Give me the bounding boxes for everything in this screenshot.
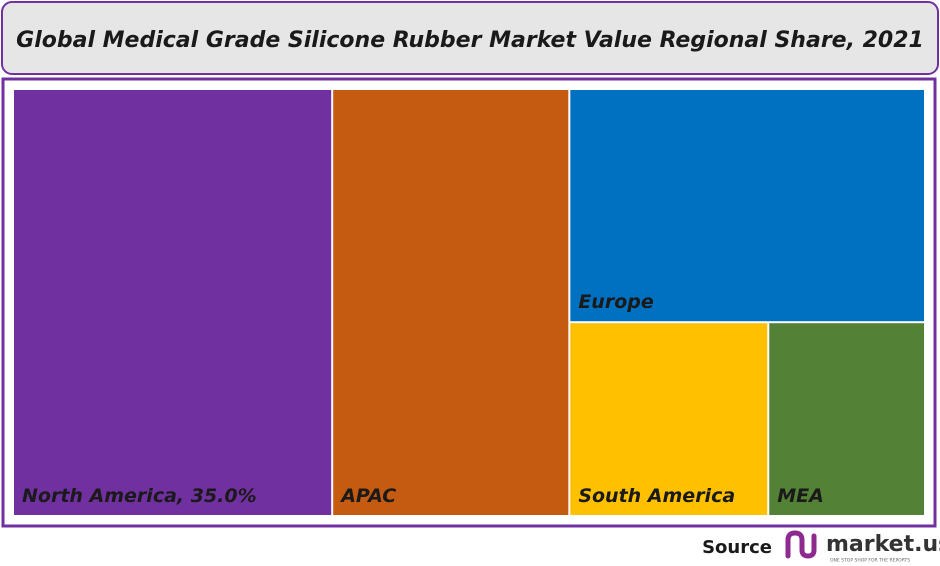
brand-tagline: ONE STOP SHOP FOR THE REPORTS	[830, 558, 910, 564]
chart-title: Global Medical Grade Silicone Rubber Mar…	[16, 28, 924, 53]
cell-label: Europe	[578, 291, 654, 313]
cell-label: MEA	[777, 485, 824, 507]
brand-name: market.us	[826, 532, 940, 557]
brand-logo: market.us ONE STOP SHOP FOR THE REPORTS	[785, 530, 940, 564]
treemap-cell	[570, 323, 768, 515]
logo-mark	[785, 530, 817, 559]
treemap-cell	[570, 90, 924, 322]
cell-label: South America	[578, 485, 735, 507]
cell-label: North America, 35.0%	[22, 485, 257, 507]
treemap-cell	[14, 90, 332, 515]
source-label: Source	[702, 537, 772, 558]
cell-label: APAC	[339, 485, 396, 507]
treemap: North America, 35.0% APAC Europe South Amer…	[14, 90, 924, 515]
treemap-cell	[769, 323, 924, 515]
treemap-cell	[333, 90, 569, 515]
title-box	[1, 1, 939, 75]
